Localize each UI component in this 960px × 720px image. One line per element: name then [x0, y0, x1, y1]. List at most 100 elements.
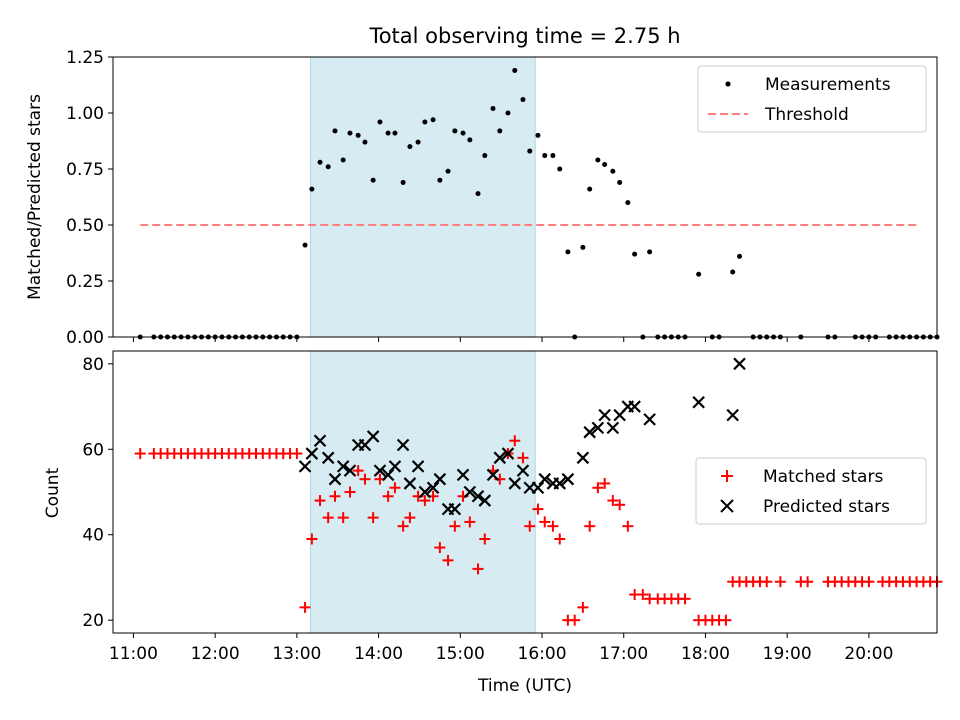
measurement-point	[737, 253, 743, 259]
measurement-point	[385, 130, 391, 136]
ratio-y-axis-label: Matched/Predicted stars	[25, 94, 45, 300]
measurement-point	[340, 157, 346, 163]
measurement-point	[512, 67, 518, 73]
x-tick-label: 18:00	[681, 644, 730, 664]
predicted-star-point	[726, 408, 739, 422]
measurement-point	[490, 106, 496, 112]
measurement-point	[317, 159, 323, 165]
matched-star-point	[442, 554, 454, 566]
predicted-star-point	[313, 434, 327, 448]
measurement-point	[309, 186, 315, 192]
matched-star-point	[352, 465, 364, 477]
x-tick-label: 12:00	[191, 644, 240, 664]
predicted-star-point	[433, 472, 447, 486]
legend-label-predicted: Predicted stars	[763, 497, 890, 517]
matched-star-point	[863, 576, 875, 588]
measurement-point	[362, 139, 368, 145]
predicted-star-point	[531, 481, 545, 495]
measurement-point	[467, 137, 473, 143]
measurement-point	[580, 244, 586, 250]
predicted-star-point	[561, 472, 575, 486]
predicted-star-point	[628, 400, 641, 413]
measurement-point	[445, 168, 451, 174]
legend-marker-matched	[721, 470, 733, 482]
predicted-star-point	[583, 425, 596, 439]
matched-star-point	[359, 473, 371, 485]
predicted-star-point	[606, 421, 620, 435]
predicted-star-point	[418, 485, 432, 499]
measurement-point	[392, 130, 398, 136]
predicted-star-point	[493, 451, 507, 465]
predicted-star-point	[591, 421, 605, 435]
measurement-point	[370, 177, 376, 183]
x-tick-label: 16:00	[518, 644, 567, 664]
predicted-star-point	[411, 460, 425, 473]
matched-star-point	[539, 516, 551, 528]
predicted-star-point	[305, 447, 319, 460]
predicted-star-point	[471, 489, 485, 503]
ratio-axes-frame	[112, 56, 938, 338]
measurement-point	[347, 130, 353, 136]
legend-box	[695, 457, 927, 525]
measurement-point	[400, 179, 406, 185]
matched-star-point	[532, 503, 544, 515]
x-tick-label: 17:00	[599, 644, 648, 664]
legend-label-threshold: Threshold	[764, 105, 849, 125]
matched-star-point	[720, 614, 732, 626]
measurement-point	[407, 144, 413, 150]
matched-star-point	[291, 448, 303, 460]
matched-star-point	[637, 589, 649, 601]
matched-star-point	[614, 499, 626, 511]
matched-star-point	[337, 512, 349, 524]
matched-star-point	[607, 495, 619, 507]
predicted-star-point	[576, 451, 590, 465]
measurement-point	[520, 97, 526, 103]
matched-star-point	[524, 520, 536, 532]
count-legend: Matched stars Predicted stars	[695, 457, 927, 525]
legend-box	[697, 65, 927, 133]
matched-star-point	[306, 533, 318, 545]
predicted-star-point	[692, 395, 705, 409]
legend-label-matched: Matched stars	[763, 467, 883, 487]
count-observing-window	[309, 350, 536, 634]
matched-star-point	[761, 576, 773, 588]
predicted-star-point	[478, 494, 492, 507]
y-tick-label: 40	[82, 526, 104, 546]
matched-star-point	[449, 520, 461, 532]
matched-star-point	[802, 576, 814, 588]
matched-star-point	[599, 477, 611, 489]
measurement-point	[482, 153, 488, 159]
x-tick-label: 19:00	[763, 644, 812, 664]
y-tick-label: 0.25	[66, 272, 104, 292]
y-tick-label: 0.75	[66, 160, 104, 180]
measurement-point	[505, 110, 511, 116]
matched-star-point	[419, 495, 431, 507]
matched-star-point	[367, 512, 379, 524]
measurement-point	[422, 119, 428, 125]
measurement-point	[587, 186, 593, 192]
x-tick-label: 14:00	[354, 644, 403, 664]
predicted-star-point	[381, 468, 395, 482]
x-tick-label: 13:00	[272, 644, 321, 664]
y-tick-label: 1.00	[66, 104, 104, 124]
predicted-star-point	[501, 447, 515, 460]
ratio-observing-window	[309, 56, 536, 338]
predicted-star-point	[343, 464, 357, 477]
measurement-point	[475, 191, 481, 197]
predicted-star-point	[388, 460, 402, 473]
count-marks	[134, 357, 943, 626]
matched-star-point	[472, 563, 484, 575]
y-tick-label: 0.50	[66, 216, 104, 236]
count-x-ticks: 11:00 12:00 13:00 14:00 15:00 16:00 17:00 18:00…	[109, 633, 893, 664]
matched-star-point	[382, 490, 394, 502]
matched-star-point	[322, 512, 334, 524]
measurement-point	[332, 128, 338, 134]
measurement-point	[550, 153, 556, 159]
x-tick-label: 15:00	[436, 644, 485, 664]
legend-marker-predicted	[720, 499, 734, 513]
matched-star-point	[509, 435, 521, 447]
matched-star-point	[592, 482, 604, 494]
predicted-star-point	[298, 460, 312, 473]
legend-label-measurements: Measurements	[765, 75, 891, 95]
predicted-star-point	[508, 477, 522, 490]
